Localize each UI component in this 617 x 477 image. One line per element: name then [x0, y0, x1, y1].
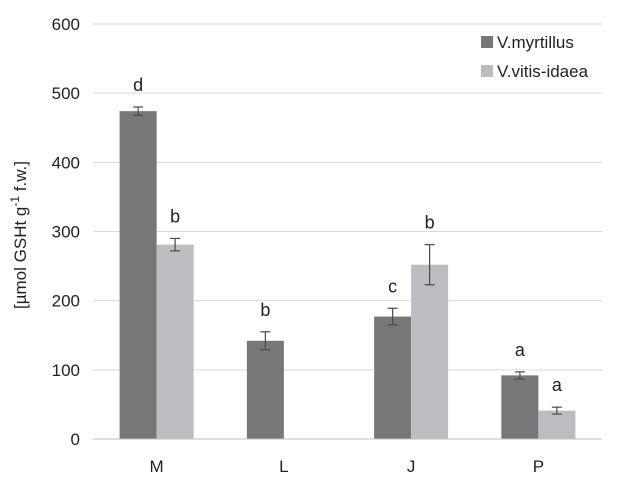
- bar: [246, 340, 284, 439]
- y-axis-title-main: [µmol GSHt g: [11, 207, 30, 309]
- y-tick-label: 600: [52, 15, 80, 34]
- y-axis-title-superscript: -1: [8, 196, 22, 207]
- bar: [538, 410, 576, 439]
- y-tick-label: 300: [52, 223, 80, 242]
- y-tick-label: 0: [71, 430, 80, 449]
- bar: [501, 375, 539, 439]
- legend: V.myrtillus V.vitis-idaea: [481, 33, 589, 81]
- significance-letter: c: [388, 276, 397, 296]
- y-axis-title: [µmol GSHt g-1 f.w.]: [8, 161, 30, 309]
- y-tick-label: 400: [52, 153, 80, 172]
- legend-label-v-vitis-idaea: V.vitis-idaea: [497, 62, 589, 81]
- bar: [411, 264, 449, 439]
- y-axis-ticks: 0 100 200 300 400 500 600: [52, 15, 80, 449]
- bar: [119, 111, 157, 440]
- x-tick-label: M: [150, 457, 164, 476]
- significance-letter: b: [260, 300, 270, 320]
- x-tick-label: P: [533, 457, 544, 476]
- significance-letter: d: [133, 75, 143, 95]
- bars: [119, 111, 576, 440]
- bar: [374, 316, 412, 439]
- significance-letter: a: [552, 375, 563, 395]
- bar: [156, 244, 194, 439]
- y-axis-title-tail: f.w.]: [11, 161, 30, 196]
- legend-swatch-v-vitis-idaea: [481, 65, 493, 77]
- x-tick-label: L: [279, 457, 288, 476]
- significance-letter: b: [170, 206, 180, 226]
- error-bars: [133, 106, 562, 440]
- y-tick-label: 500: [52, 84, 80, 103]
- significance-letter: a: [515, 340, 526, 360]
- significance-letters: d b b c b a a: [133, 75, 563, 395]
- significance-letter: b: [425, 213, 435, 233]
- y-tick-label: 100: [52, 361, 80, 380]
- legend-label-v-myrtillus: V.myrtillus: [497, 33, 574, 52]
- y-tick-label: 200: [52, 292, 80, 311]
- legend-swatch-v-myrtillus: [481, 36, 493, 48]
- x-tick-label: J: [407, 457, 416, 476]
